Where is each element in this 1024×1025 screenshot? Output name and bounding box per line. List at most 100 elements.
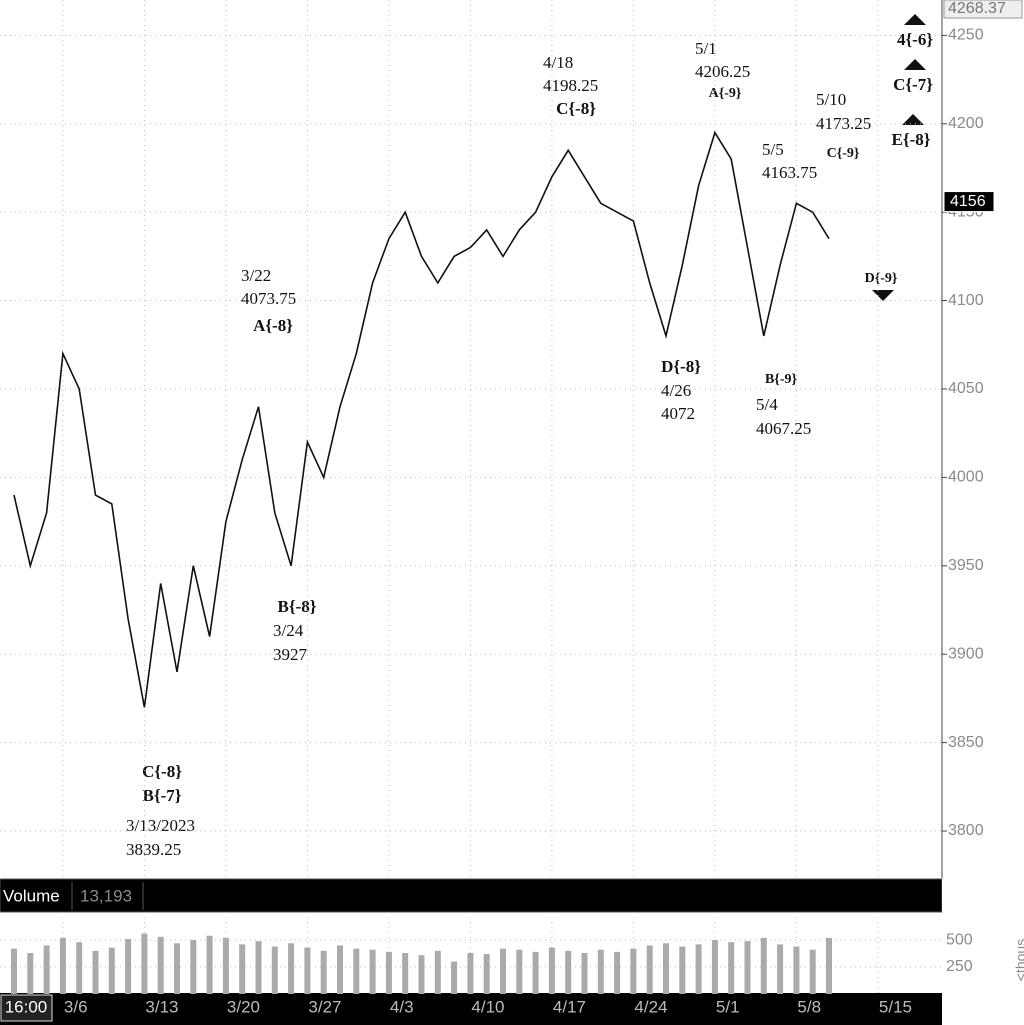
volume-bar [516,949,523,994]
volume-bar [826,937,832,994]
y-tick-label: 4100 [948,292,984,309]
last-price: 4156 [950,193,986,210]
annotation-date: 4/26 [661,381,691,400]
projection-label: 4{-6} [897,30,933,49]
volume-bar [255,941,262,994]
up-triangle [904,59,926,70]
volume-bar [467,953,474,994]
wave-label: A{-8} [253,316,293,335]
volume-bar [385,951,392,994]
volume-bar [11,948,17,994]
volume-bar [320,950,327,994]
wave-label: D{-8} [661,357,701,376]
wave-label: B{-9} [765,372,798,387]
projection-label: E{-8} [892,130,931,149]
price-line [13,130,830,708]
volume-bar [646,945,653,994]
volume-header [0,878,943,913]
volume-bar [92,950,99,994]
y-tick-label: 4200 [948,115,984,132]
annotation-value: 4072 [661,404,695,423]
y-tick-label: 3950 [948,557,984,574]
projection-label: C{-7} [893,75,933,94]
volume-bar [402,953,409,994]
up-triangle [904,14,926,25]
x-tick-label: 3/20 [227,997,260,1016]
x-tick-label: 3/13 [145,997,178,1016]
y-tick-label: 4250 [948,27,984,44]
volume-bar [174,943,180,994]
volume-bar [711,940,718,994]
volume-bar [483,954,490,994]
x-tick-label: 4/10 [471,997,504,1016]
volume-tick-label: 500 [946,931,973,948]
last-price-box [943,191,995,213]
volume-bar [157,936,164,994]
annotation-date: 5/5 [762,140,784,159]
annotation-date: 4/18 [543,53,573,72]
down-triangle [872,290,894,301]
top-price-box [943,0,1023,19]
wave-label: B{-7} [143,786,182,805]
volume-bar [695,944,702,994]
top-price: 4268.37 [948,0,1006,17]
volume-bar [760,937,767,994]
volume-title: Volume [3,886,60,905]
x-tick-label: 4/24 [634,997,667,1016]
volume-last: 13,193 [80,886,132,905]
volume-bar [581,953,588,994]
y-tick-label: 4050 [948,380,984,397]
annotation-date: 5/4 [756,395,778,414]
annotation-date: 5/1 [695,39,717,58]
projection-label: D{-9} [865,271,898,286]
volume-bar [43,945,50,994]
volume-tick-label: 250 [946,958,973,975]
volume-bar [614,951,621,994]
volume-bar [206,935,213,994]
time-label: 16:00 [5,997,48,1016]
y-tick-label: 3900 [948,645,984,662]
volume-bar [304,947,311,994]
volume-axis-bg [942,879,1024,912]
x-tick-label: 3/6 [64,997,88,1016]
time-box [0,994,53,1022]
annotation-value: 4163.75 [762,163,817,182]
wave-label: A{-9} [709,86,742,101]
volume-bar [744,941,751,994]
volume-bar [108,947,115,994]
volume-bar [369,949,376,994]
volume-bar [679,946,686,994]
volume-bar [271,946,278,994]
volume-bar [809,949,816,994]
annotation-value: 3839.25 [126,840,181,859]
annotation-value: 4173.25 [816,114,871,133]
annotation-value: 4198.25 [543,76,598,95]
volume-bar [565,950,572,994]
volume-bar [222,937,229,994]
volume-bar [777,944,784,994]
volume-bar [597,949,604,994]
volume-bar [500,948,506,994]
x-tick-label: 5/1 [716,997,740,1016]
volume-unit: <thous [1013,939,1024,981]
wave-label: C{-8} [142,762,182,781]
y-tick-label: 4000 [948,469,984,486]
volume-bar [27,953,34,994]
volume-bar [451,961,458,994]
volume-bar [434,950,441,994]
x-tick-label: 5/15 [879,997,912,1016]
volume-bar [728,942,735,994]
y-tick-label: 3850 [948,734,984,751]
annotation-value: 4206.25 [695,62,750,81]
annotation-date: 3/24 [273,621,304,640]
volume-bar [548,947,555,994]
x-tick-label: 3/27 [308,997,341,1016]
volume-bar [76,942,83,994]
volume-bar [190,940,197,994]
x-tick-label: 5/8 [797,997,821,1016]
annotation-date: 5/10 [816,90,846,109]
volume-bar [141,933,148,994]
volume-bar [125,938,132,994]
